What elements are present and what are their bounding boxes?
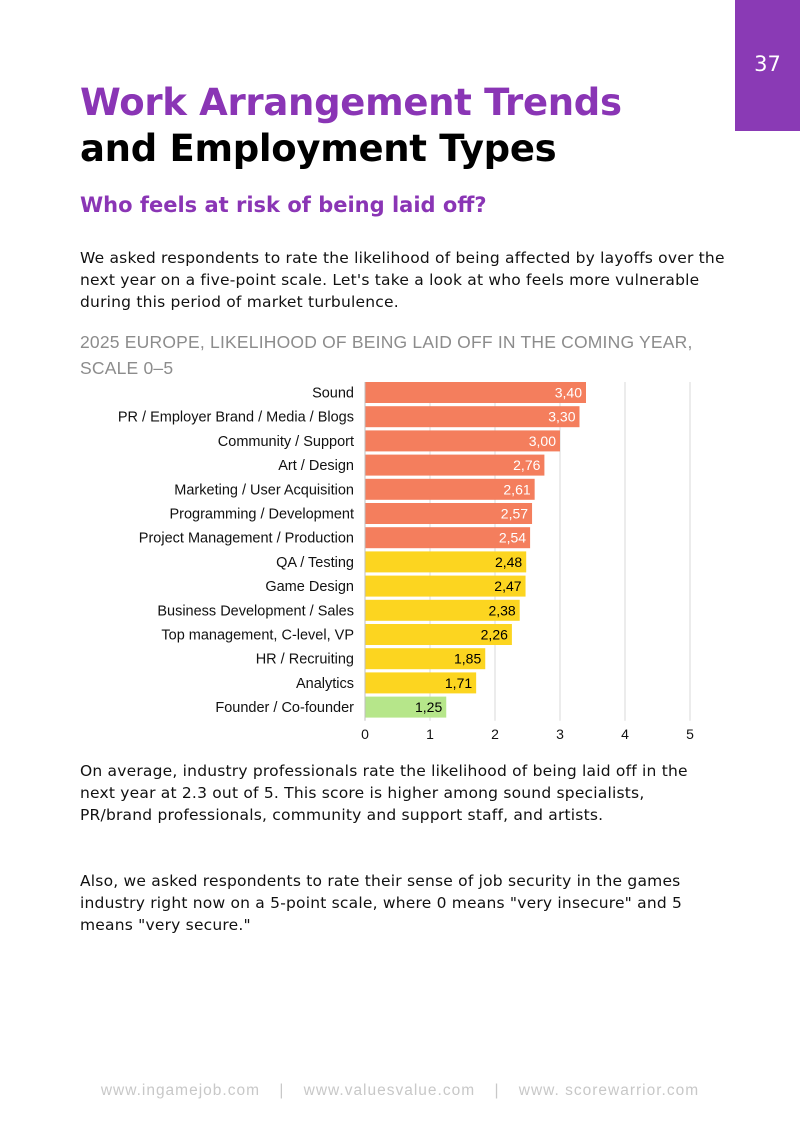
category-label: Art / Design (278, 458, 354, 474)
bar (365, 551, 527, 573)
x-tick-label: 5 (686, 726, 694, 742)
bar (365, 478, 535, 500)
category-label: Founder / Co-founder (215, 700, 354, 716)
value-label: 2,26 (481, 627, 508, 643)
footer-link-scorewarrior[interactable]: www. scorewarrior.com (518, 1082, 700, 1099)
value-label: 3,00 (529, 433, 556, 449)
category-label: Marketing / User Acquisition (174, 482, 354, 498)
value-label: 2,57 (501, 506, 528, 522)
page-number: 37 (754, 52, 781, 76)
value-label: 2,54 (499, 530, 526, 546)
category-label: QA / Testing (276, 555, 354, 571)
x-tick-label: 4 (621, 726, 629, 742)
footer-link-ingamejob[interactable]: www.ingamejob.com (100, 1082, 260, 1099)
bar (365, 406, 580, 428)
bar (365, 454, 545, 476)
value-label: 2,48 (495, 554, 522, 570)
value-label: 2,47 (494, 578, 521, 594)
footer-links: www.ingamejob.com | www.valuesvalue.com … (0, 1082, 800, 1100)
category-label: Community / Support (218, 434, 354, 450)
job-security-paragraph: Also, we asked respondents to rate their… (80, 872, 683, 934)
value-label: 2,61 (503, 481, 530, 497)
footer-link-valuesvalue[interactable]: www.valuesvalue.com (303, 1082, 476, 1099)
bar (365, 430, 560, 452)
category-label: Sound (312, 386, 354, 402)
footer-separator: | (494, 1082, 500, 1099)
value-label: 2,76 (513, 457, 540, 473)
page-title-line1: Work Arrangement Trends (80, 81, 622, 124)
x-tick-label: 3 (556, 726, 564, 742)
category-label: Business Development / Sales (157, 603, 354, 619)
category-label: Programming / Development (169, 507, 354, 523)
x-tick-label: 0 (361, 726, 369, 742)
bar (365, 599, 520, 621)
page-number-tab: 37 (735, 0, 800, 131)
bar (365, 648, 486, 670)
page-title: Work Arrangement Trends and Employment T… (80, 80, 622, 172)
bar (365, 503, 533, 524)
intro-paragraph: We asked respondents to rate the likelih… (80, 249, 725, 311)
category-label: Top management, C-level, VP (161, 628, 354, 644)
layoff-likelihood-chart: Sound 3,40 PR / Employer Brand / Media / B… (118, 382, 694, 742)
value-label: 2,38 (488, 602, 515, 618)
bar (365, 672, 477, 694)
bar (365, 624, 512, 645)
bar (365, 575, 526, 597)
category-label: PR / Employer Brand / Media / Blogs (118, 410, 354, 426)
category-label: Project Management / Production (139, 531, 354, 547)
value-label: 1,85 (454, 651, 481, 667)
value-label: 3,30 (548, 409, 575, 425)
section-subtitle: Who feels at risk of being laid off? (80, 193, 487, 217)
bar (365, 696, 447, 718)
value-label: 3,40 (555, 385, 582, 401)
footer-separator: | (279, 1082, 285, 1099)
category-label: HR / Recruiting (256, 652, 354, 668)
value-label: 1,71 (445, 675, 472, 691)
category-label: Game Design (265, 579, 354, 595)
x-tick-label: 2 (491, 726, 499, 742)
chart-title: 2025 EUROPE, LIKELIHOOD OF BEING LAID OF… (80, 332, 693, 378)
bar (365, 527, 531, 549)
x-tick-label: 1 (426, 726, 434, 742)
summary-paragraph: On average, industry professionals rate … (80, 762, 688, 824)
value-label: 1,25 (415, 699, 442, 715)
page-title-line2: and Employment Types (80, 127, 557, 170)
bar (365, 382, 586, 403)
category-label: Analytics (296, 676, 354, 692)
